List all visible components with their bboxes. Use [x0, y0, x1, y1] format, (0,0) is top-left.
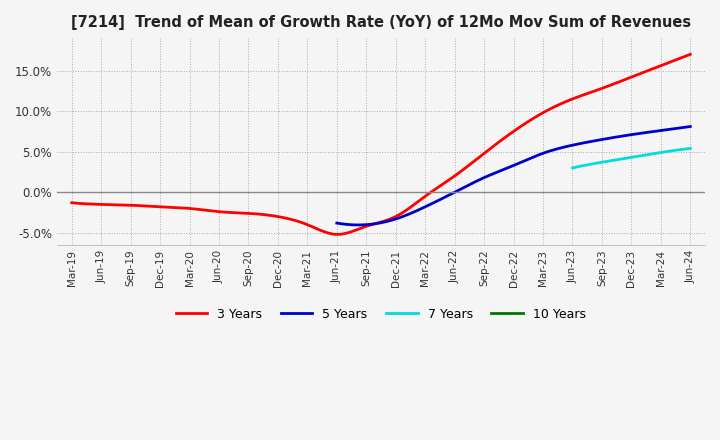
7 Years — [638, 153, 647, 158]
Line: 7 Years: 7 Years — [572, 148, 690, 168]
3 Years — [686, 51, 695, 57]
7 Years — [640, 153, 649, 158]
5 Years — [543, 149, 552, 154]
7 Years — [667, 148, 676, 154]
5 Years — [544, 149, 553, 154]
3 Years — [591, 88, 600, 93]
3 Years — [436, 183, 444, 189]
Title: [7214]  Trend of Mean of Growth Rate (YoY) of 12Mo Mov Sum of Revenues: [7214] Trend of Mean of Growth Rate (YoY… — [71, 15, 691, 30]
Line: 3 Years: 3 Years — [72, 54, 690, 235]
3 Years — [630, 73, 639, 78]
7 Years — [568, 165, 577, 171]
3 Years — [332, 232, 341, 237]
5 Years — [550, 147, 559, 152]
3 Years — [448, 175, 456, 180]
7 Years — [675, 147, 683, 152]
7 Years — [686, 146, 695, 151]
5 Years — [686, 124, 695, 129]
5 Years — [333, 220, 341, 226]
3 Years — [438, 182, 446, 187]
3 Years — [69, 200, 78, 205]
5 Years — [333, 220, 342, 226]
5 Years — [631, 131, 640, 136]
7 Years — [638, 153, 647, 158]
Line: 5 Years: 5 Years — [337, 127, 690, 225]
5 Years — [354, 222, 362, 227]
Legend: 3 Years, 5 Years, 7 Years, 10 Years: 3 Years, 5 Years, 7 Years, 10 Years — [171, 303, 590, 326]
5 Years — [654, 128, 662, 134]
7 Years — [569, 165, 577, 170]
3 Years — [68, 200, 76, 205]
